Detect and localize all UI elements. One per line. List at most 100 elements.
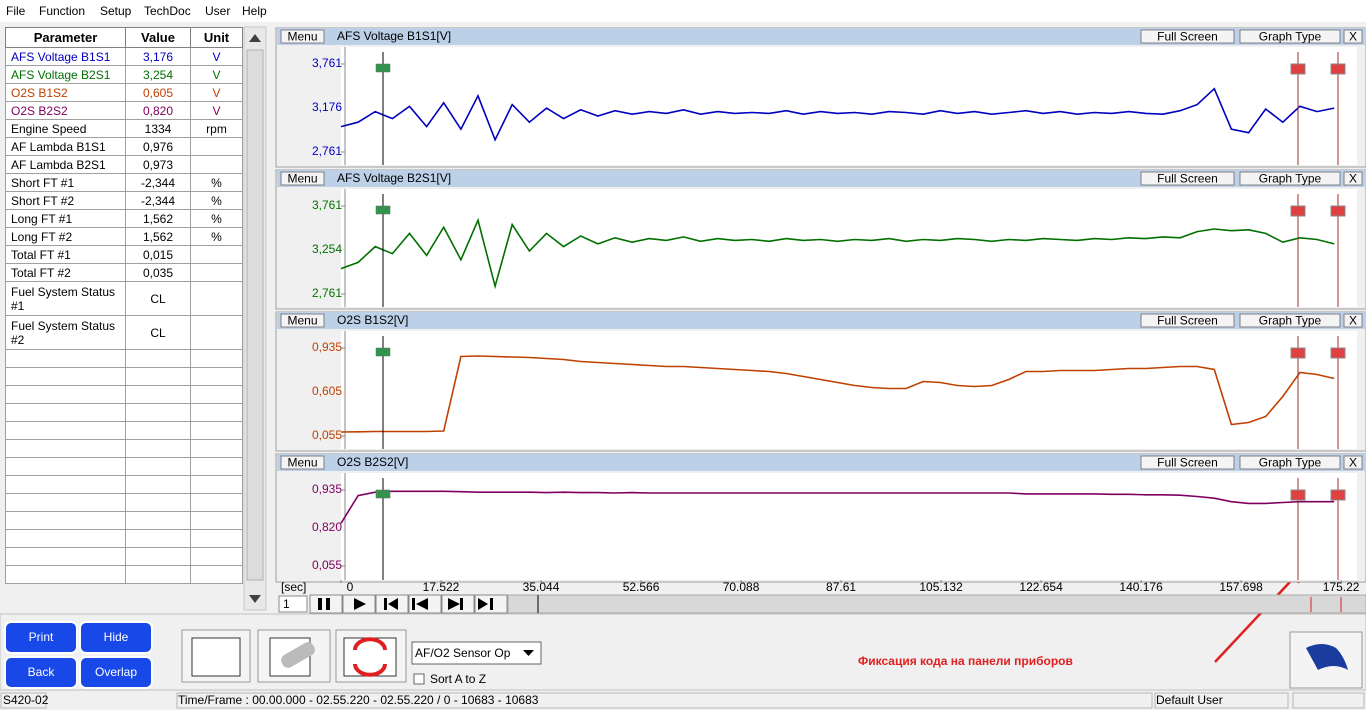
empty-cell (5, 457, 126, 476)
menu-button-label[interactable]: Menu (287, 314, 317, 328)
empty-cell (5, 547, 126, 566)
empty-row (5, 511, 243, 530)
empty-cell (190, 547, 243, 566)
graph-type-button[interactable] (1239, 171, 1341, 186)
empty-cell (5, 385, 126, 404)
column-header: Unit (190, 27, 243, 48)
action-button-label[interactable]: Overlap (95, 665, 137, 679)
close-button-label[interactable]: X (1349, 30, 1357, 44)
table-row: Long FT #1 1,562% (5, 209, 243, 228)
menu-item[interactable]: Function (39, 4, 85, 18)
frame-spinner[interactable] (278, 595, 308, 613)
param-unit (190, 155, 243, 174)
close-button[interactable] (1343, 171, 1363, 186)
x-tick-label: 140.176 (1119, 580, 1163, 594)
action-button-label[interactable]: Hide (104, 630, 129, 644)
x-tick-label: 17.522 (423, 580, 460, 594)
empty-cell (5, 565, 126, 584)
checkbox[interactable] (413, 673, 425, 685)
graph-type-button[interactable] (1239, 313, 1341, 328)
table-row: Long FT #2 1,562% (5, 227, 243, 246)
y-tick-label: 2,761 (312, 286, 342, 300)
menu-button-label[interactable]: Menu (287, 30, 317, 44)
playback-icon (318, 598, 330, 610)
scroll-thumb[interactable] (246, 49, 264, 581)
y-tick-label: 0,055 (312, 428, 342, 442)
action-button[interactable] (4, 656, 78, 689)
graph-header (277, 28, 1366, 45)
close-button[interactable] (1343, 455, 1363, 470)
action-button-label[interactable]: Back (28, 665, 56, 679)
menu-item[interactable]: Help (242, 4, 267, 18)
param-value: 0,976 (125, 137, 191, 156)
menu-button-label[interactable]: Menu (287, 456, 317, 470)
param-unit (190, 245, 243, 264)
current-value-label: 3,176 (312, 100, 342, 114)
close-button[interactable] (1343, 29, 1363, 44)
empty-cell (190, 403, 243, 422)
close-button[interactable] (1343, 313, 1363, 328)
full-screen-button-label[interactable]: Full Screen (1157, 314, 1218, 328)
graph-type-button[interactable] (1239, 29, 1341, 44)
menu-item[interactable]: User (205, 4, 230, 18)
x-tick-label: 0 (347, 580, 354, 594)
action-button-label[interactable]: Print (29, 630, 54, 644)
close-button-label[interactable]: X (1349, 456, 1357, 470)
graph-type-button-label[interactable]: Graph Type (1259, 30, 1322, 44)
empty-cell (190, 421, 243, 440)
close-button-label[interactable]: X (1349, 172, 1357, 186)
full-screen-button[interactable] (1140, 171, 1235, 186)
empty-cell (125, 475, 191, 494)
parameter-table: Parameter Value Unit AFS Voltage B1S1 3,176 V… (5, 27, 243, 584)
signal-line (340, 217, 1335, 290)
full-screen-button-label[interactable]: Full Screen (1157, 30, 1218, 44)
param-value: -2,344 (125, 191, 191, 210)
full-screen-button-label[interactable]: Full Screen (1157, 456, 1218, 470)
menu-item[interactable]: TechDoc (144, 4, 191, 18)
graph-type-button[interactable] (1239, 455, 1341, 470)
graph-type-button-label[interactable]: Graph Type (1259, 314, 1322, 328)
menu-button[interactable] (280, 29, 325, 44)
table-row: O2S B1S2 0,605 V (5, 83, 243, 102)
full-screen-button-label[interactable]: Full Screen (1157, 172, 1218, 186)
menu-item[interactable]: File (6, 4, 26, 18)
full-screen-button[interactable] (1140, 313, 1235, 328)
tool-icons[interactable] (181, 629, 407, 683)
table-row: AFS Voltage B2S1 3,254 V (5, 65, 243, 84)
close-button-label[interactable]: X (1349, 314, 1357, 328)
action-button[interactable] (79, 621, 153, 654)
full-screen-button[interactable] (1140, 455, 1235, 470)
menu-button[interactable] (280, 313, 325, 328)
annotation: Фиксация кода на панели приборов (858, 654, 1073, 668)
flag-icon (1306, 644, 1348, 670)
action-button[interactable] (4, 621, 78, 654)
empty-cell (190, 529, 243, 548)
param-name: Engine Speed (5, 119, 126, 138)
menu-button[interactable] (280, 455, 325, 470)
menu-button-label[interactable]: Menu (287, 172, 317, 186)
param-unit (190, 137, 243, 156)
plot-area (341, 189, 1357, 307)
param-name: Fuel System Status #1 (5, 281, 126, 316)
param-value: 1334 (125, 119, 191, 138)
empty-cell (125, 439, 191, 458)
current-value-label: 0,820 (312, 520, 342, 534)
full-screen-button[interactable] (1140, 29, 1235, 44)
param-name: Long FT #2 (5, 227, 126, 246)
empty-cell (5, 439, 126, 458)
table-row: Short FT #2 -2,344% (5, 191, 243, 210)
menu-item[interactable]: Setup (100, 4, 132, 18)
action-button[interactable] (79, 656, 153, 689)
playback-icon (412, 598, 428, 610)
empty-cell (125, 349, 191, 368)
empty-cell (5, 421, 126, 440)
dropdown[interactable] (411, 641, 542, 665)
graph-type-button-label[interactable]: Graph Type (1259, 456, 1322, 470)
empty-cell (190, 475, 243, 494)
menu-button[interactable] (280, 171, 325, 186)
timeline-track[interactable] (507, 594, 1366, 614)
graph-type-button-label[interactable]: Graph Type (1259, 172, 1322, 186)
dropdown-value[interactable]: AF/O2 Sensor Op (415, 646, 511, 660)
checkbox-label[interactable]: Sort A to Z (430, 672, 486, 686)
